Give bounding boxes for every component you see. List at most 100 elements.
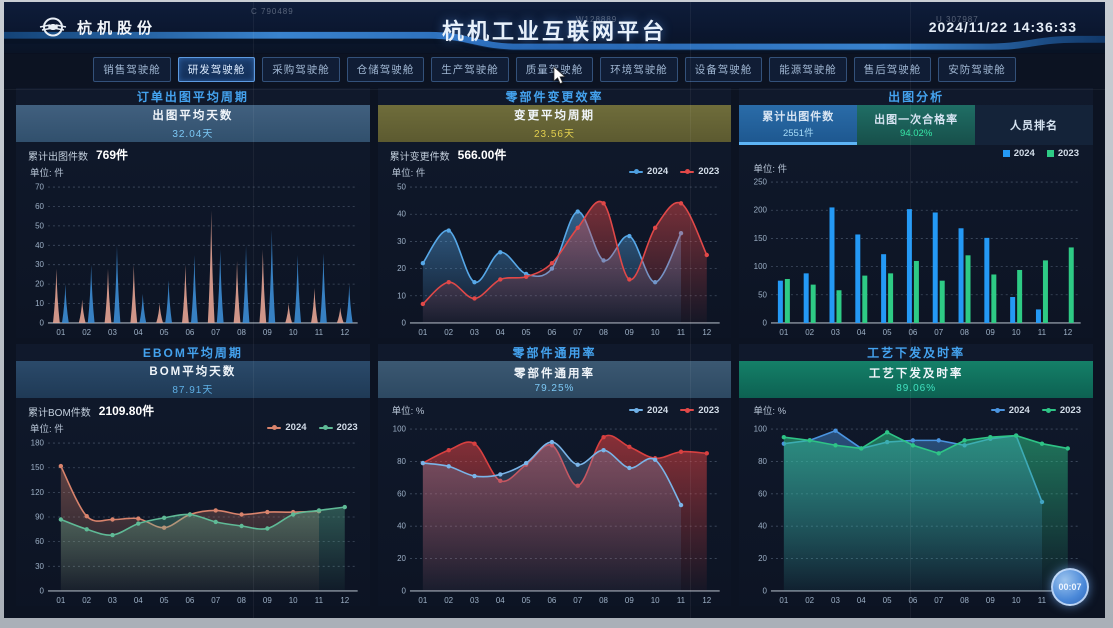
svg-text:07: 07 bbox=[935, 328, 944, 337]
svg-text:09: 09 bbox=[625, 328, 634, 337]
svg-text:40: 40 bbox=[35, 241, 44, 250]
kpi-label: 变更平均周期 bbox=[513, 110, 595, 122]
cockpit-tab-10[interactable]: 安防驾驶舱 bbox=[938, 56, 1016, 82]
svg-text:09: 09 bbox=[263, 596, 272, 605]
stat-value: 769件 bbox=[96, 148, 129, 162]
stat-label: 累计BOM件数 bbox=[28, 408, 91, 419]
svg-text:06: 06 bbox=[547, 596, 556, 605]
svg-text:02: 02 bbox=[806, 328, 815, 337]
svg-text:12: 12 bbox=[702, 328, 711, 337]
svg-text:08: 08 bbox=[960, 328, 969, 337]
svg-text:10: 10 bbox=[397, 291, 406, 300]
svg-text:04: 04 bbox=[134, 596, 143, 605]
svg-text:150: 150 bbox=[31, 463, 45, 472]
chart-area: 0 10 20 30 40 50 60 70 01 02 03 04 05 06 07 08 09 10 11 12 bbox=[16, 180, 370, 338]
svg-text:100: 100 bbox=[754, 262, 768, 271]
stat-label: 累计出图件数 bbox=[28, 152, 88, 163]
screen-reflection-line bbox=[253, 2, 254, 618]
svg-text:100: 100 bbox=[754, 425, 768, 434]
unit-label: 单位: 件 bbox=[30, 167, 64, 179]
svg-text:06: 06 bbox=[547, 328, 556, 337]
svg-text:0: 0 bbox=[763, 586, 768, 595]
svg-text:01: 01 bbox=[418, 328, 427, 337]
legend-item: 2023 bbox=[680, 405, 719, 416]
panel-ebom-cycle: EBOM平均周期 BOM平均天数 87.91天 累计BOM件数 2109.80件… bbox=[16, 344, 370, 606]
watermark: W128889 bbox=[576, 15, 618, 24]
dashboard-grid: 订单出图平均周期 出图平均天数 32.04天 累计出图件数 769件 单位: 件… bbox=[4, 84, 1105, 606]
svg-text:05: 05 bbox=[521, 596, 530, 605]
svg-text:30: 30 bbox=[397, 237, 406, 246]
meta-row: 单位: % 2024 2023 bbox=[378, 398, 732, 422]
tab-cumulative-drawings[interactable]: 累计出图件数 2551件 bbox=[739, 105, 858, 145]
svg-text:04: 04 bbox=[496, 328, 505, 337]
cockpit-tab-4[interactable]: 生产驾驶舱 bbox=[431, 56, 509, 82]
svg-text:09: 09 bbox=[263, 328, 272, 337]
svg-text:12: 12 bbox=[340, 328, 349, 337]
panel-title: 出图分析 bbox=[888, 90, 945, 104]
cockpit-tab-3[interactable]: 仓储驾驶舱 bbox=[346, 56, 425, 82]
watermark: U 307987 bbox=[936, 15, 979, 24]
meta-row: 单位: 件 bbox=[739, 160, 1093, 175]
svg-text:02: 02 bbox=[444, 328, 453, 337]
cockpit-tab-8[interactable]: 能源驾驶舱 bbox=[769, 56, 847, 82]
kpi-label: 零部件通用率 bbox=[513, 368, 595, 380]
svg-text:08: 08 bbox=[237, 596, 246, 605]
chart-area: 0 10 20 30 40 50 01 02 03 04 05 06 07 08 09 10 11 12 bbox=[378, 180, 732, 338]
tab-label: 出图一次合格率 bbox=[874, 114, 959, 126]
svg-text:10: 10 bbox=[289, 328, 298, 337]
panel-title: 订单出图平均周期 bbox=[136, 90, 249, 104]
svg-text:50: 50 bbox=[397, 183, 406, 192]
meta-row: 单位: 件 2024 2023 bbox=[16, 419, 370, 436]
svg-text:10: 10 bbox=[650, 596, 659, 605]
svg-text:150: 150 bbox=[754, 234, 768, 243]
cockpit-tab-6[interactable]: 环境驾驶舱 bbox=[600, 56, 678, 82]
chart-area: 0 30 60 90 120 150 180 01 02 03 04 05 06 07 08 09 10 11 12 bbox=[16, 436, 370, 606]
tab-first-pass-rate[interactable]: 出图一次合格率 94.02% bbox=[857, 105, 976, 145]
timer-button[interactable]: 00:07 bbox=[1051, 568, 1089, 606]
cockpit-tab-7[interactable]: 设备驾驶舱 bbox=[684, 56, 763, 82]
unit-label: 单位: % bbox=[753, 406, 787, 417]
panel-title: EBOM平均周期 bbox=[142, 346, 243, 360]
stat-row: 累计BOM件数 2109.80件 bbox=[16, 398, 370, 419]
svg-text:05: 05 bbox=[883, 596, 892, 605]
area-chart-part-reuse: 0 20 40 60 80 100 01 02 03 04 05 06 07 08 09 10 11 12 bbox=[392, 425, 720, 605]
screen-reflection-line bbox=[910, 2, 911, 618]
svg-text:11: 11 bbox=[315, 328, 324, 337]
page-title: 杭机工业互联网平台 bbox=[441, 19, 667, 44]
cockpit-tab-1[interactable]: 研发驾驶舱 bbox=[177, 56, 256, 82]
kpi-label: BOM平均天数 bbox=[149, 366, 237, 378]
svg-text:03: 03 bbox=[470, 596, 479, 605]
svg-text:10: 10 bbox=[289, 596, 298, 605]
panel-part-change-efficiency: 零部件变更效率 变更平均周期 23.56天 累计变更件数 566.00件 单位:… bbox=[377, 88, 732, 338]
svg-text:09: 09 bbox=[986, 328, 995, 337]
cockpit-tab-2[interactable]: 采购驾驶舱 bbox=[262, 56, 340, 82]
svg-text:50: 50 bbox=[35, 221, 44, 230]
cockpit-tab-0[interactable]: 销售驾驶舱 bbox=[93, 56, 171, 82]
svg-text:04: 04 bbox=[857, 328, 866, 337]
tab-staff-ranking[interactable]: 人员排名 bbox=[975, 105, 1093, 145]
svg-text:60: 60 bbox=[758, 489, 767, 498]
legend-item: 2024 bbox=[267, 422, 307, 433]
svg-text:120: 120 bbox=[31, 488, 45, 497]
svg-text:03: 03 bbox=[831, 596, 840, 605]
tab-label: 累计出图件数 bbox=[762, 111, 835, 123]
svg-text:40: 40 bbox=[758, 522, 767, 531]
svg-text:10: 10 bbox=[1012, 328, 1021, 337]
svg-text:250: 250 bbox=[754, 178, 768, 187]
cockpit-tab-5[interactable]: 质量驾驶舱 bbox=[515, 56, 594, 82]
panel-title: 零部件通用率 bbox=[512, 346, 597, 360]
svg-text:20: 20 bbox=[397, 554, 406, 563]
svg-text:11: 11 bbox=[1038, 596, 1047, 605]
kpi-value: 79.25% bbox=[534, 383, 575, 394]
svg-text:08: 08 bbox=[237, 328, 246, 337]
stat-row: 累计出图件数 769件 bbox=[16, 142, 370, 163]
svg-text:0: 0 bbox=[401, 318, 406, 327]
company-logo: 杭机股份 bbox=[38, 16, 157, 38]
cockpit-tab-9[interactable]: 售后驾驶舱 bbox=[853, 56, 932, 82]
svg-text:11: 11 bbox=[676, 596, 685, 605]
svg-text:07: 07 bbox=[935, 596, 944, 605]
panel-order-drawing-cycle: 订单出图平均周期 出图平均天数 32.04天 累计出图件数 769件 单位: 件… bbox=[16, 88, 370, 338]
svg-text:12: 12 bbox=[340, 596, 349, 605]
chart-area: 0 50 100 150 200 250 01 02 03 04 05 06 07 08 09 10 11 12 bbox=[739, 175, 1093, 338]
svg-text:0: 0 bbox=[763, 318, 768, 327]
